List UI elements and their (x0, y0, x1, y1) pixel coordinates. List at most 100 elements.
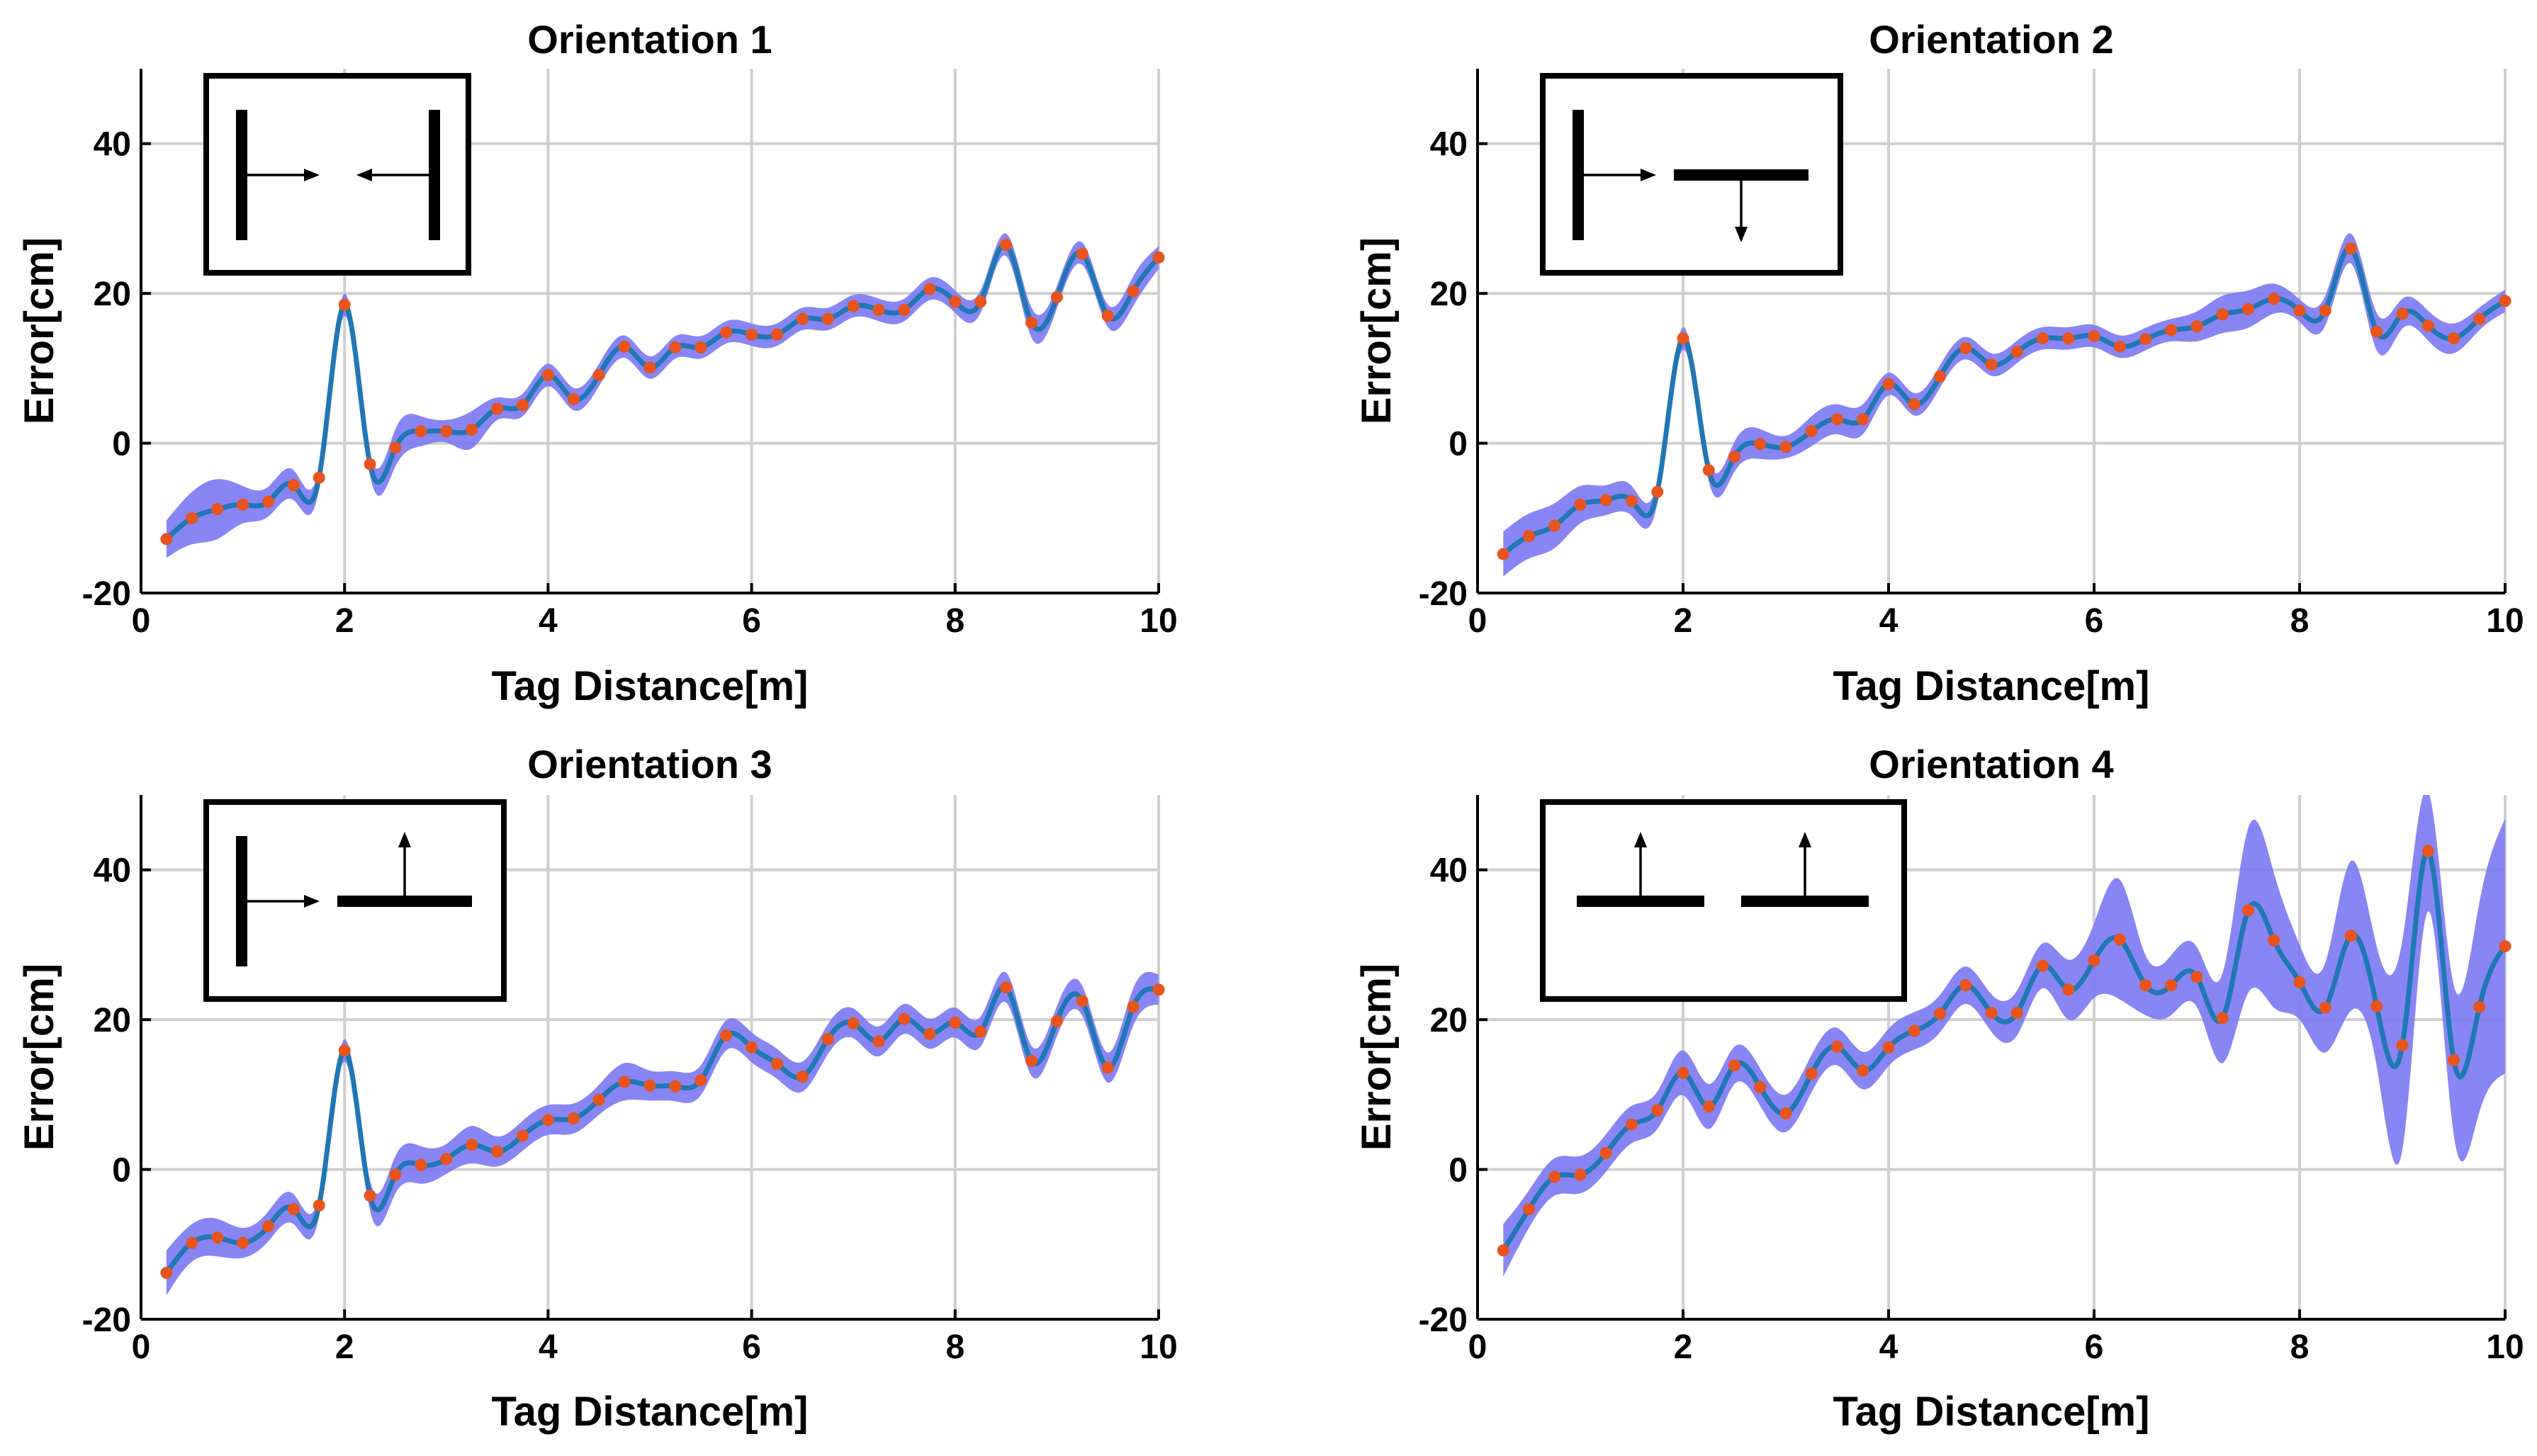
data-point (440, 425, 453, 438)
arrowhead-icon (1799, 832, 1811, 847)
x-tick-label: 2 (1674, 1328, 1693, 1366)
data-point (466, 424, 478, 436)
data-point (1574, 1168, 1587, 1181)
x-tick-label: 0 (132, 1328, 151, 1366)
data-point (517, 1129, 529, 1142)
data-point (821, 1033, 834, 1046)
arrowhead-icon (304, 169, 320, 181)
data-point (771, 328, 783, 341)
data-point (746, 328, 758, 341)
data-point (643, 1079, 656, 1092)
panel-title: Orientation 1 (527, 17, 772, 62)
data-point (1728, 1059, 1740, 1072)
data-point (567, 1112, 580, 1125)
data-point (2448, 332, 2460, 345)
data-point (1959, 979, 1972, 992)
data-point (592, 1093, 605, 1106)
arrowhead-icon (1641, 169, 1656, 181)
data-point (186, 512, 198, 524)
data-point (2113, 340, 2126, 353)
data-point (2421, 320, 2434, 332)
mean-error-line (164, 984, 1159, 1275)
data-point (1831, 1040, 1843, 1053)
data-point (262, 1220, 274, 1233)
data-point (694, 1074, 707, 1087)
data-point (2370, 1000, 2383, 1012)
x-tick-label: 4 (1879, 1328, 1898, 1366)
data-point (1805, 425, 1818, 438)
data-point (821, 312, 834, 325)
y-tick-label: 20 (94, 276, 131, 313)
data-point (2037, 959, 2049, 972)
x-tick-label: 2 (335, 1328, 354, 1366)
data-point (1152, 251, 1165, 264)
data-point (2037, 332, 2049, 345)
data-point (720, 326, 733, 339)
data-point (2396, 1039, 2409, 1051)
data-point (974, 295, 987, 308)
data-point (2370, 325, 2383, 338)
mean-error-line (1502, 245, 2505, 556)
data-point (2242, 303, 2254, 315)
data-point (2499, 940, 2511, 953)
x-tick-label: 4 (1879, 602, 1898, 640)
y-tick-label: -20 (1419, 1302, 1468, 1339)
data-point (720, 1029, 733, 1042)
data-point (1677, 332, 1689, 345)
x-axis-label: Tag Distance[m] (492, 1389, 809, 1435)
data-point (974, 1025, 987, 1038)
y-tick-label: -20 (82, 1302, 131, 1339)
x-tick-label: 10 (2486, 1328, 2524, 1366)
data-point (847, 1017, 860, 1029)
data-point (1985, 1007, 1998, 1020)
data-point (1101, 310, 1114, 322)
data-point (440, 1153, 453, 1166)
data-point (338, 1044, 351, 1056)
data-point (1127, 1000, 1140, 1013)
x-tick-label: 10 (1140, 602, 1177, 640)
data-point (746, 1041, 758, 1054)
x-tick-label: 0 (132, 602, 151, 640)
data-point (1702, 1100, 1715, 1113)
data-point (949, 295, 962, 308)
y-axis-label: Error[cm] (16, 237, 62, 424)
data-point (1959, 342, 1972, 354)
data-point (2319, 304, 2331, 317)
data-point (1857, 1064, 1869, 1077)
data-point (2268, 293, 2280, 305)
data-point (1574, 498, 1587, 511)
x-tick-label: 6 (2085, 1328, 2104, 1366)
data-point (2190, 971, 2203, 983)
y-axis-label: Error[cm] (1354, 237, 1400, 424)
data-point (1651, 485, 1664, 498)
y-axis-label: Error[cm] (1354, 964, 1400, 1151)
data-point (364, 1190, 376, 1202)
y-axis-label: Error[cm] (16, 964, 62, 1151)
data-point (1599, 494, 1612, 507)
data-point (2473, 1000, 2486, 1013)
data-point (1127, 285, 1140, 298)
data-point (1101, 1061, 1114, 1074)
y-tick-label: 40 (94, 852, 131, 890)
data-point (186, 1236, 198, 1249)
arrowhead-icon (1634, 832, 1647, 847)
data-point (923, 283, 936, 295)
data-point (1934, 370, 1946, 383)
data-point (2396, 307, 2409, 320)
x-axis-label: Tag Distance[m] (1833, 1389, 2150, 1435)
data-point (211, 503, 224, 516)
data-point (898, 303, 911, 316)
data-point (1626, 495, 1638, 507)
arrowhead-icon (1735, 227, 1748, 242)
data-point (1025, 316, 1037, 329)
data-point (1599, 1146, 1612, 1159)
x-tick-label: 6 (742, 602, 761, 640)
data-point (1805, 1067, 1818, 1080)
data-point (2242, 904, 2254, 917)
data-point (847, 300, 860, 312)
